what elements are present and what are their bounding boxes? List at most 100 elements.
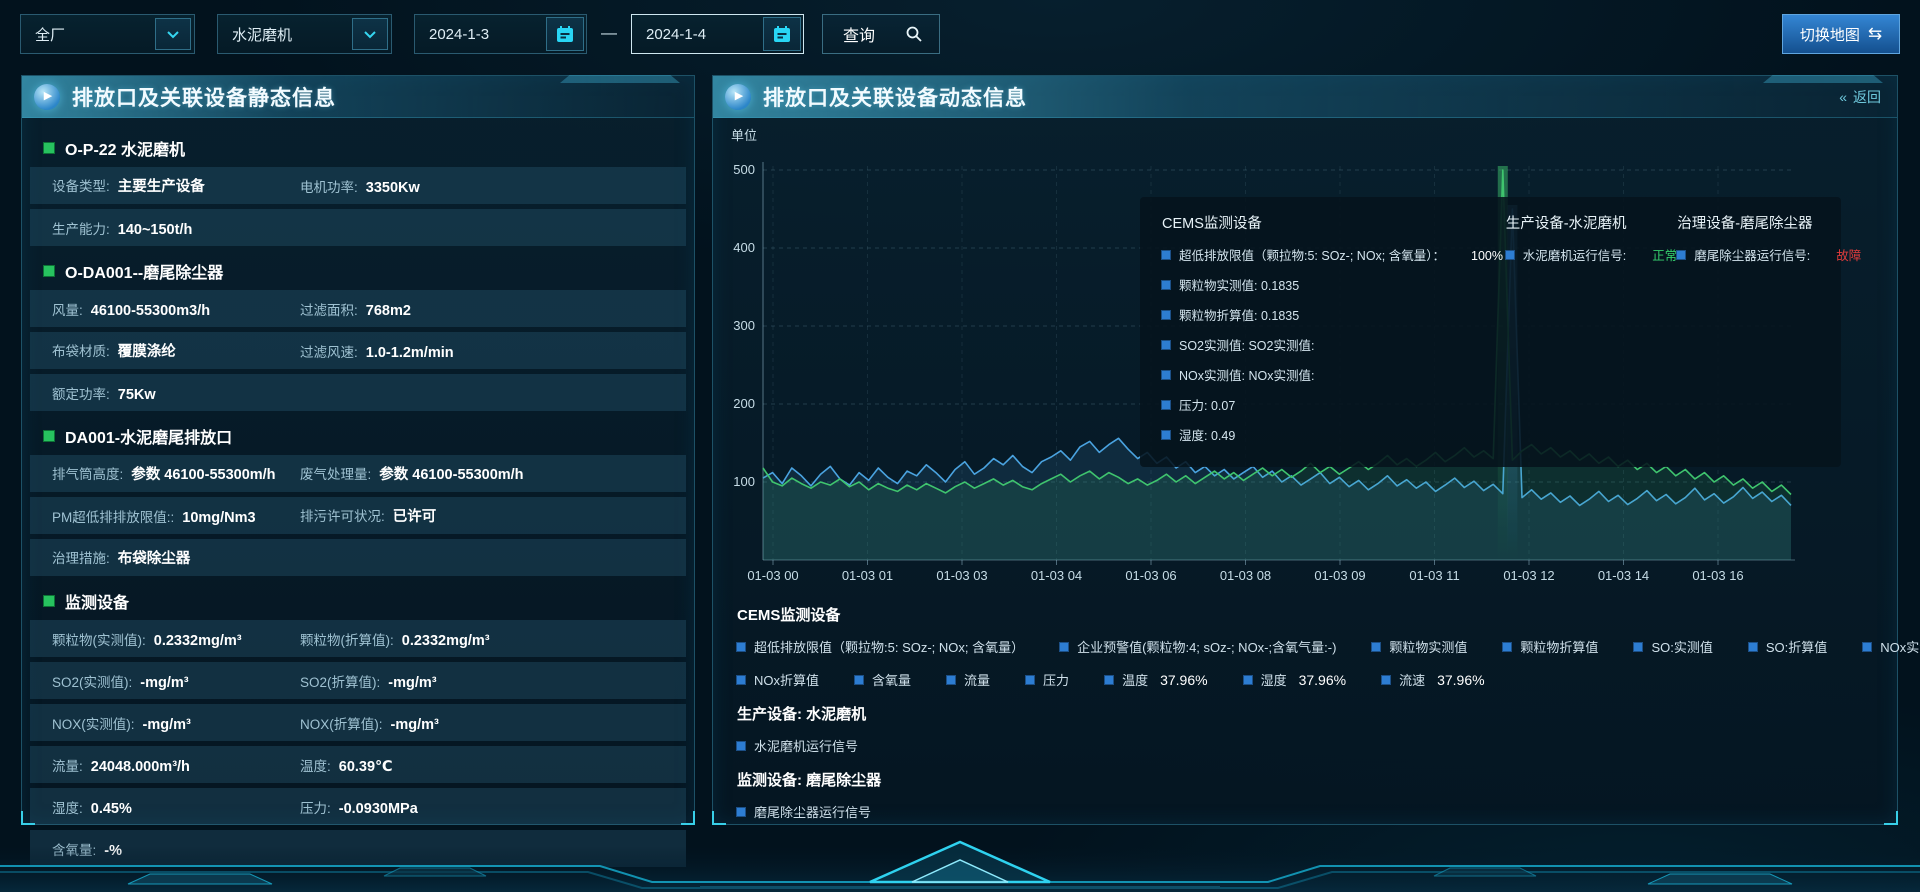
legend-item[interactable]: 流量: [946, 670, 991, 689]
legend-item-label: 流量: [964, 673, 991, 688]
blue-square-bullet: [736, 740, 746, 751]
field-label: 设备类型:: [52, 179, 110, 194]
legend-item-label: 企业预警值(颗粒物:4; sOz-; NOx-;含氧气量:-): [1077, 640, 1337, 655]
switch-map-button[interactable]: 切换地图 ⇆: [1782, 14, 1900, 54]
field-pair: 湿度: 0.45%: [52, 797, 300, 817]
field-label: 排污许可状况:: [300, 509, 385, 524]
field-label: 湿度:: [52, 800, 83, 816]
legend-item-label: 颗粒物实测值: [1389, 640, 1468, 655]
tooltip-column: 治理设备-磨尾除尘器 磨尾除尘器运行信号: 故障: [1676, 212, 1862, 455]
legend-item[interactable]: 颗粒物折算值: [1502, 637, 1598, 656]
blue-square-bullet: [1371, 641, 1382, 652]
back-link[interactable]: « 返回: [1839, 87, 1881, 107]
plant-select[interactable]: 全厂: [20, 14, 195, 54]
tooltip-item-text: SO2实测值: SO2实测值:: [1179, 339, 1315, 353]
field-value: 布袋除尘器: [117, 551, 191, 567]
query-button[interactable]: 查询: [822, 14, 940, 54]
play-icon: [725, 83, 751, 110]
legend-item[interactable]: NOx折算值: [736, 670, 819, 689]
date-to-picker[interactable]: 2024-1-4: [631, 14, 804, 54]
tooltip-item-text: 压力: 0.07: [1179, 399, 1236, 413]
search-icon: [905, 25, 923, 43]
legend-item-label: SO:实测值: [1651, 640, 1713, 655]
legend-item[interactable]: 湿度 37.96%: [1242, 670, 1346, 689]
legend-group-header: 生产设备: 水泥磨机: [737, 706, 867, 723]
info-row: 布袋材质: 覆膜涤纶 过滤风速: 1.0-1.2m/min: [30, 332, 686, 369]
section-title: O-P-22 水泥磨机: [65, 142, 186, 159]
legend-item[interactable]: 磨尾除尘器运行信号: [736, 802, 871, 821]
legend-row: 水泥磨机运行信号: [736, 736, 1887, 755]
legend-item[interactable]: 企业预警值(颗粒物:4; sOz-; NOx-;含氧气量:-): [1059, 637, 1337, 656]
field-value: -%: [104, 842, 122, 859]
tooltip-item-text: 颗粒物折算值: 0.1835: [1179, 309, 1300, 323]
date-range-separator: —: [601, 25, 617, 42]
info-row: 额定功率: 75Kw: [30, 374, 686, 411]
field-label: PM超低排排放限值::: [52, 509, 175, 525]
legend-item[interactable]: SO:实测值: [1633, 637, 1713, 656]
blue-square-bullet: [1747, 641, 1758, 652]
info-row: 生产能力: 140~150t/h: [30, 209, 686, 246]
device-select[interactable]: 水泥磨机: [217, 14, 392, 54]
field-value: -mg/m³: [142, 716, 191, 733]
tooltip-item: 水泥磨机运行信号: 正常: [1504, 245, 1677, 264]
svg-text:01-03 11: 01-03 11: [1409, 568, 1459, 583]
tooltip-item: 压力: 0.07: [1161, 395, 1506, 414]
tooltip-item: 颗粒物实测值: 0.1835: [1161, 275, 1506, 294]
legend-item[interactable]: 流速 37.96%: [1381, 670, 1485, 689]
section-header: 监测设备: [30, 581, 686, 620]
svg-text:300: 300: [733, 318, 755, 333]
section-title: DA001-水泥磨尾排放口: [65, 430, 233, 447]
field-pair: 额定功率: 75Kw: [52, 383, 300, 403]
blue-square-bullet: [1161, 339, 1171, 350]
field-value: 参数 46100-55300m/h: [379, 467, 524, 483]
field-pair: NOX(折算值): -mg/m³: [300, 713, 439, 733]
tooltip-item-text: 湿度: 0.49: [1179, 429, 1236, 443]
dynamic-info-panel: 排放口及关联设备动态信息 « 返回 01-03 00 01-03 01 01-03 …: [712, 75, 1920, 825]
field-pair: 排气筒高度: 参数 46100-55300m/h: [52, 463, 300, 484]
svg-text:400: 400: [733, 240, 755, 255]
field-value: 75Kw: [117, 386, 156, 403]
tooltip-column-title: 生产设备-水泥磨机: [1505, 216, 1627, 232]
field-label: SO2(折算值):: [300, 674, 381, 690]
legend-item[interactable]: 温度 37.96%: [1104, 670, 1208, 689]
svg-text:01-03 09: 01-03 09: [1314, 568, 1365, 583]
calendar-icon[interactable]: [763, 17, 801, 51]
legend-item[interactable]: 含氧量: [854, 670, 911, 689]
chevron-down-icon[interactable]: [155, 18, 191, 50]
tooltip-item: 超低排放限值（颗拉物:5: SOz-; NOx; 含氧量）： 100%: [1161, 245, 1506, 264]
legend-item[interactable]: 颗粒物实测值: [1371, 637, 1468, 656]
corner-bracket: [1884, 811, 1898, 825]
device-select-value: 水泥磨机: [232, 26, 293, 44]
blue-square-bullet: [1161, 309, 1171, 320]
field-pair: 过滤风速: 1.0-1.2m/min: [300, 341, 454, 361]
tooltip-item: 颗粒物折算值: 0.1835: [1161, 305, 1506, 324]
calendar-icon[interactable]: [546, 17, 584, 51]
legend-item[interactable]: NOx实测值: [1862, 637, 1920, 656]
tooltip-item: 磨尾除尘器运行信号: 故障: [1676, 245, 1862, 264]
legend-item[interactable]: 压力: [1025, 670, 1069, 689]
svg-text:01-03 06: 01-03 06: [1125, 568, 1176, 583]
svg-text:01-03 01: 01-03 01: [842, 568, 893, 583]
chevron-down-icon[interactable]: [352, 18, 388, 50]
blue-square-bullet: [1502, 641, 1513, 652]
tooltip-item-value: 故障: [1836, 249, 1862, 263]
legend-item[interactable]: SO:折算值: [1747, 637, 1828, 656]
svg-text:01-03 08: 01-03 08: [1220, 568, 1271, 583]
legend-group-header: 监测设备: 磨尾除尘器: [737, 772, 882, 789]
static-info-body: O-P-22 水泥磨机 设备类型: 主要生产设备 电机功率: 3350Kw 生产能力: 14…: [22, 118, 694, 867]
field-pair: 废气处理量: 参数 46100-55300m/h: [300, 463, 524, 484]
info-row: 流量: 24048.000m³/h 温度: 60.39℃: [30, 746, 686, 783]
chart-legends: CEMS监测设备 超低排放限值（颗拉物:5: SOz-; NOx; 含氧量） 企业预…: [736, 594, 1920, 835]
legend-item[interactable]: 超低排放限值（颗拉物:5: SOz-; NOx; 含氧量）: [736, 637, 1024, 656]
legend-item-label: SO:折算值: [1765, 640, 1828, 655]
field-pair: 排污许可状况: 已许可: [300, 505, 436, 526]
legend-item[interactable]: 水泥磨机运行信号: [736, 736, 858, 755]
date-from-picker[interactable]: 2024-1-3: [414, 14, 587, 54]
tooltip-item: 湿度: 0.49: [1161, 425, 1506, 444]
blue-square-bullet: [1633, 641, 1644, 652]
field-label: 颗粒物(实测值):: [52, 632, 146, 648]
plant-select-value: 全厂: [35, 26, 66, 44]
blue-square-bullet: [1104, 674, 1115, 685]
field-label: 额定功率:: [52, 386, 110, 402]
info-row: 排气筒高度: 参数 46100-55300m/h 废气处理量: 参数 46100-55…: [30, 455, 686, 492]
